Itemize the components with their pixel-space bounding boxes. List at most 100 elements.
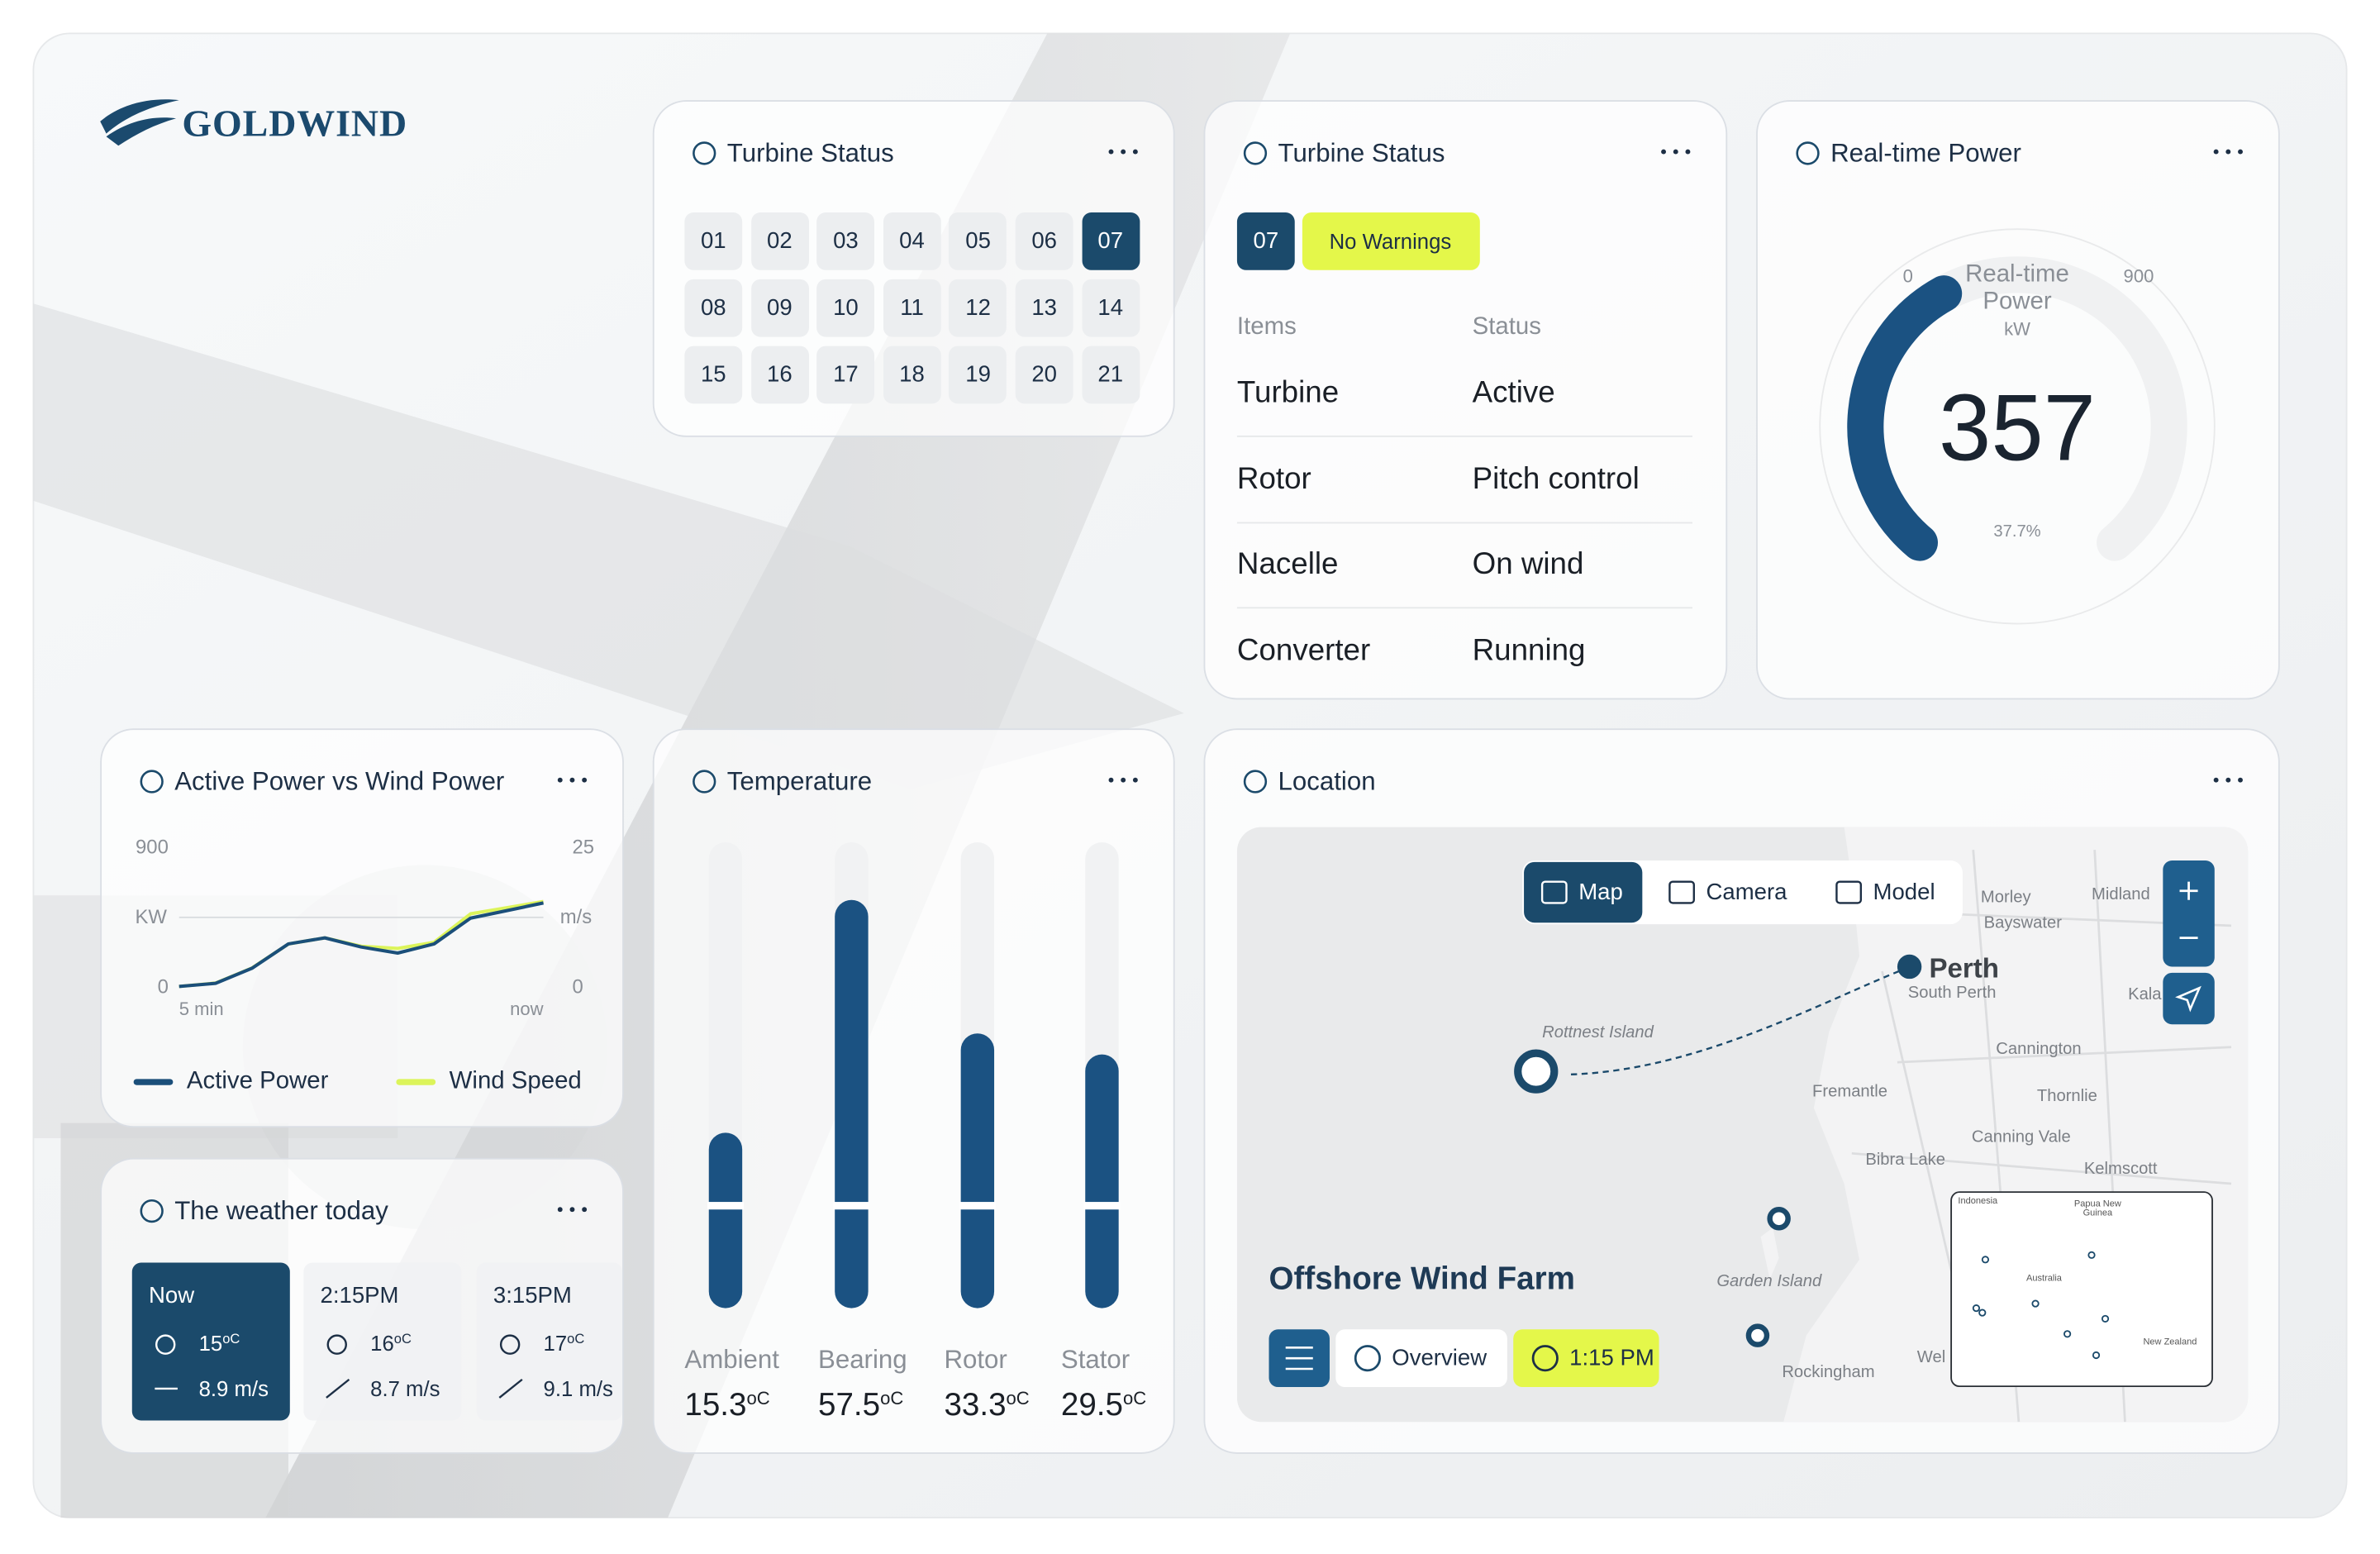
row-divider [1236,435,1692,437]
road [1897,1046,2232,1064]
temp-value: 15 [198,1331,223,1356]
turbine-id: 21 [1097,361,1124,388]
turbine-cell[interactable] [816,212,875,270]
turbine-id: 12 [965,295,991,322]
gauge-max: 900 [2123,265,2154,287]
x-tick-label: Stator [1060,1345,1130,1375]
card-title: Active Power vs Wind Power [174,767,505,796]
temp-value: 57.5 [817,1387,881,1423]
turbine-id: 09 [767,295,793,322]
map-label: Fremantle [1812,1082,1888,1101]
temp-value: 29.5 [1060,1387,1123,1423]
item-status: Active [1472,376,1555,410]
turbine-cell[interactable] [1015,212,1073,270]
zoom-control[interactable] [2163,860,2215,967]
inset-label: Australia [2026,1275,2062,1285]
turbine-cell[interactable] [1081,212,1140,270]
gauge-label: Real-time Power [1965,261,2069,315]
turbine-cell[interactable] [816,279,875,337]
turbine-id: 07 [1097,228,1124,255]
card-title: Temperature [726,767,873,796]
turbine-cell[interactable] [883,346,941,404]
map-label: Thornlie [2036,1087,2097,1106]
card-title: The weather today [174,1196,388,1226]
turbine-cell[interactable] [1015,346,1073,404]
item-name: Converter [1236,634,1371,668]
weather-temp: 17oC [544,1332,585,1354]
y-tick-label: 0 [157,975,169,999]
card [1203,100,1728,700]
card-title: Real-time Power [1830,138,2021,168]
turbine-id: 14 [1097,295,1124,322]
temp-value: 17 [543,1331,568,1356]
marker [1897,954,1922,980]
turbine-cell[interactable] [949,346,1007,404]
turbine-id: 19 [965,361,991,388]
turbine-id: 10 [833,295,859,322]
turbine-badge [1236,212,1295,270]
turbine-cell[interactable] [1081,346,1140,404]
warning-badge [1302,212,1480,270]
turbine-id: 05 [965,228,991,255]
weather-wind: 8.9 m/s [198,1376,269,1401]
turbine-id: 01 [700,228,726,255]
value-label: 15.3oC [684,1390,769,1422]
temp-value: 15.3 [684,1387,747,1423]
gauge-min: 0 [1902,265,1913,287]
turbine-id: 17 [833,361,859,388]
turbine-id: 08 [700,295,726,322]
column-header: Status [1472,314,1541,341]
temp-unit: oC [1122,1387,1147,1409]
turbine-cell[interactable] [883,279,941,337]
gauge-value [1847,275,1963,561]
locate-button[interactable] [2163,972,2215,1025]
turbine-cell[interactable] [750,346,809,404]
bar-split [959,1202,996,1210]
turbine-cell[interactable] [750,212,809,270]
turbine-id: 06 [1031,228,1057,255]
gauge-outline [1819,228,2216,625]
value-label: 29.5oC [1061,1390,1146,1422]
road [1851,1151,2232,1185]
gauge-percent: 37.7% [1993,522,2041,541]
map-label: Kala [2128,985,2162,1004]
legend-label: Wind Speed [449,1068,582,1094]
turbine-cell[interactable] [1081,279,1140,337]
value-label: 57.5oC [818,1390,903,1422]
legend-swatch [133,1079,174,1085]
y-tick-label: 900 [136,835,169,859]
weather-temp: 15oC [199,1332,240,1354]
bar-split [707,1202,744,1210]
map-label: Bibra Lake [1865,1151,1945,1170]
inset-label: Papua New Guinea [2073,1200,2121,1219]
turbine-cell[interactable] [816,346,875,404]
item-name: Turbine [1236,376,1340,410]
tab-label: Map [1578,879,1623,906]
weather-time: Now [148,1283,195,1309]
turbine-id: 07 [1253,228,1279,255]
legend-label: Active Power [186,1068,329,1094]
turbine-cell[interactable] [684,212,743,270]
turbine-cell[interactable] [949,212,1007,270]
card-title: Location [1278,767,1376,796]
weather-time: 2:15PM [320,1283,399,1309]
turbine-cell[interactable] [883,212,941,270]
turbine-cell[interactable] [684,279,743,337]
map-label: Wel [1916,1348,1946,1367]
x-tick-label: Bearing [817,1345,907,1375]
turbine-cell[interactable] [684,346,743,404]
item-name: Rotor [1236,462,1311,496]
row-divider [1236,521,1692,523]
turbine-id: 13 [1031,295,1057,322]
map-label: Rottnest Island [1542,1023,1654,1042]
filter-button[interactable] [1269,1329,1330,1388]
card-title: Turbine Status [726,138,894,168]
turbine-cell[interactable] [949,279,1007,337]
temp-unit: oC [567,1331,585,1347]
item-status: Running [1472,634,1586,668]
turbine-cell[interactable] [750,279,809,337]
turbine-cell[interactable] [1015,279,1073,337]
place-sub: South Perth [1907,984,1997,1003]
tab-label: Model [1873,879,1935,906]
